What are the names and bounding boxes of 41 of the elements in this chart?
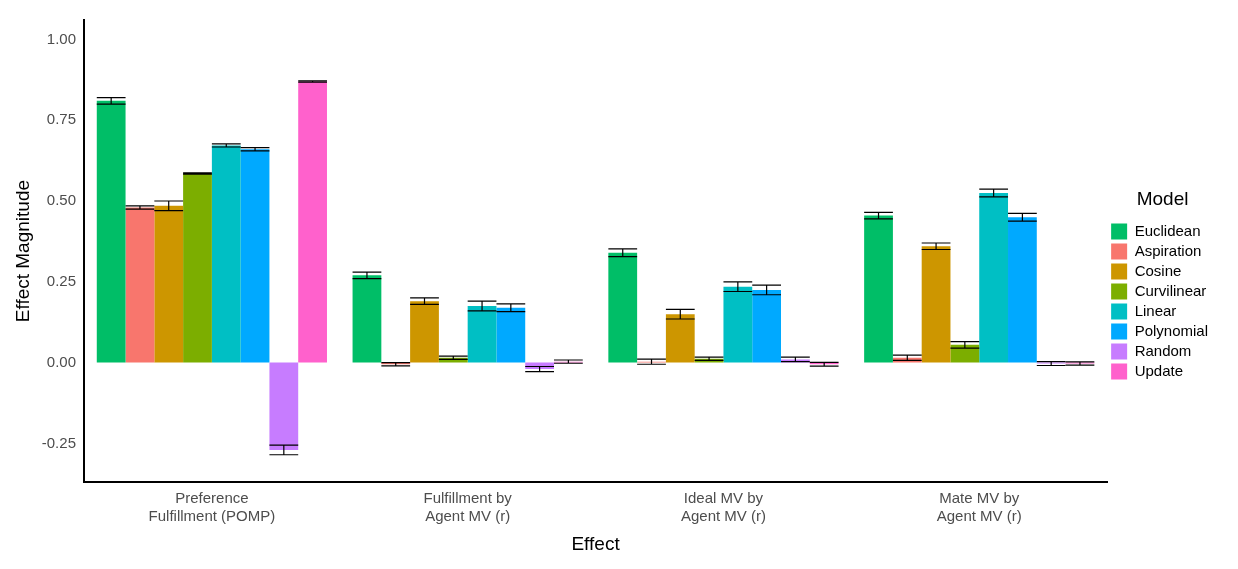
bar xyxy=(96,100,126,363)
legend-label: Random xyxy=(1134,341,1192,359)
bar xyxy=(723,286,753,363)
x-tick-label: Mate MV by Agent MV (r) xyxy=(936,489,1022,525)
y-tick-label: 0.75 xyxy=(46,110,76,128)
x-tick-label: Fulfillment by Agent MV (r) xyxy=(423,489,513,525)
bar xyxy=(410,301,439,363)
bar xyxy=(864,215,893,363)
legend-label: Polynomial xyxy=(1134,321,1209,339)
bar xyxy=(183,173,212,363)
bar xyxy=(352,275,382,363)
legend-label: Aspiration xyxy=(1134,241,1202,259)
y-axis-title: Effect Magnitude xyxy=(11,179,33,323)
bar xyxy=(979,192,1009,363)
legend-label: Update xyxy=(1134,361,1184,379)
bar xyxy=(467,306,497,363)
bar xyxy=(752,289,782,363)
legend-title: Model xyxy=(1136,188,1189,210)
bar xyxy=(1008,217,1037,363)
legend-label: Linear xyxy=(1134,301,1177,319)
y-tick-label: -0.25 xyxy=(41,433,76,451)
y-tick-label: 0.50 xyxy=(46,191,76,209)
bar xyxy=(298,81,327,363)
bar xyxy=(665,314,695,363)
legend-label: Cosine xyxy=(1134,261,1182,279)
x-tick-label: Ideal MV by Agent MV (r) xyxy=(680,489,766,525)
bar xyxy=(211,145,241,363)
bar xyxy=(921,246,951,363)
bar xyxy=(496,307,526,363)
bar xyxy=(240,149,270,363)
y-tick-label: 0.25 xyxy=(46,271,76,289)
y-tick-label: 1.00 xyxy=(46,29,76,47)
y-tick-label: 0.00 xyxy=(46,352,76,370)
x-axis-title: Effect xyxy=(571,532,621,554)
legend-label: Euclidean xyxy=(1134,221,1201,239)
x-tick-label: Preference Fulfillment (POMP) xyxy=(148,489,276,525)
bar xyxy=(608,252,638,363)
bar xyxy=(154,205,184,363)
bar xyxy=(269,362,299,450)
legend-label: Curvilinear xyxy=(1134,281,1207,299)
bar xyxy=(125,207,155,363)
